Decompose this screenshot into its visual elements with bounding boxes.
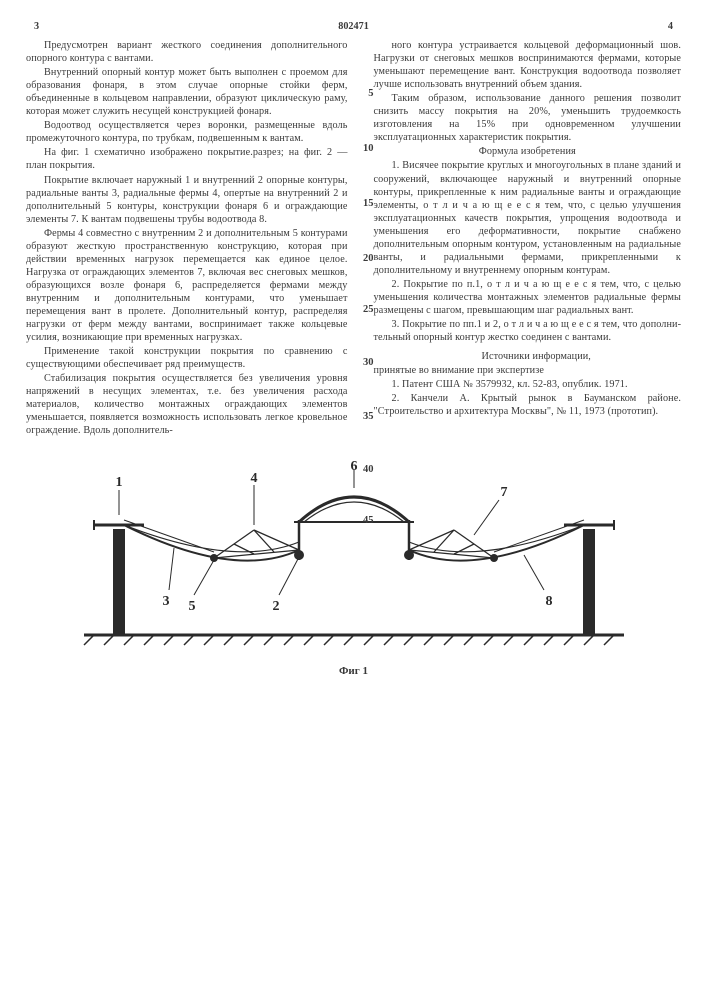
page-header: 3 802471 4 bbox=[26, 20, 681, 33]
claim: 2. Покрытие по п.1, о т л и ч а ю ­щ е е… bbox=[374, 278, 682, 317]
sources-heading: Источники информации, bbox=[374, 350, 682, 363]
text-columns: Предусмотрен вариант жесткого сое­динени… bbox=[26, 39, 681, 438]
para: Стабилизация покрытия осуществля­ется бе… bbox=[26, 372, 348, 437]
sources-subheading: принятые во внимание при экспертизе bbox=[374, 364, 682, 377]
para: Фермы 4 совместно с внутренним 2 и допол… bbox=[26, 227, 348, 344]
line-number: 40 bbox=[354, 463, 374, 476]
figure-svg: 1 4 6 7 3 5 2 8 bbox=[54, 460, 654, 660]
para: На фиг. 1 схематично изображено покрытие… bbox=[26, 146, 348, 172]
fig-label: 2 bbox=[272, 599, 279, 614]
para: Применение такой конструкции по­крытия п… bbox=[26, 345, 348, 371]
formula-heading: Формула изобретения bbox=[374, 145, 682, 158]
figure-caption: Фиг 1 bbox=[26, 664, 681, 678]
patent-number: 802471 bbox=[338, 20, 369, 33]
para: Покрытие включает наружный 1 и внутренни… bbox=[26, 174, 348, 226]
col-num-left: 3 bbox=[34, 20, 39, 33]
line-number: 20 bbox=[354, 252, 374, 265]
col-num-right: 4 bbox=[668, 20, 673, 33]
line-number: 25 bbox=[354, 303, 374, 316]
para: Внутренний опорный контур может быть вып… bbox=[26, 66, 348, 118]
right-column: 5 10 15 20 25 30 35 40 45 ного контура у… bbox=[360, 39, 682, 438]
para: Водоотвод осуществляется через воронки, … bbox=[26, 119, 348, 145]
para: ного контура устраивается кольцевой дефо… bbox=[374, 39, 682, 91]
para: Предусмотрен вариант жесткого сое­динени… bbox=[26, 39, 348, 65]
claim: 3. Покрытие по пп.1 и 2, о т л и ­ч а ю … bbox=[374, 318, 682, 344]
source-item: 2. Канчели А. Крытый рынок в Бау­манском… bbox=[374, 392, 682, 418]
line-number: 30 bbox=[354, 356, 374, 369]
line-number: 15 bbox=[354, 197, 374, 210]
fig-label: 1 bbox=[115, 475, 122, 490]
fig-label: 7 bbox=[500, 485, 507, 500]
left-column: Предусмотрен вариант жесткого сое­динени… bbox=[26, 39, 348, 438]
source-item: 1. Патент США № 3579932, кл. 52-83, опуб… bbox=[374, 378, 682, 391]
line-number: 5 bbox=[354, 87, 374, 100]
fig-label: 5 bbox=[188, 599, 195, 614]
claim: 1. Висячее покрытие круглых и многоуголь… bbox=[374, 159, 682, 276]
line-number: 45 bbox=[354, 514, 374, 527]
line-number: 35 bbox=[354, 410, 374, 423]
figure-1: 1 4 6 7 3 5 2 8 Фиг 1 bbox=[26, 460, 681, 678]
fig-label: 8 bbox=[545, 594, 552, 609]
fig-label: 4 bbox=[250, 471, 257, 486]
fig-label: 3 bbox=[162, 594, 169, 609]
para: Таким образом, использование дан­ного ре… bbox=[374, 92, 682, 144]
line-number: 10 bbox=[354, 142, 374, 155]
